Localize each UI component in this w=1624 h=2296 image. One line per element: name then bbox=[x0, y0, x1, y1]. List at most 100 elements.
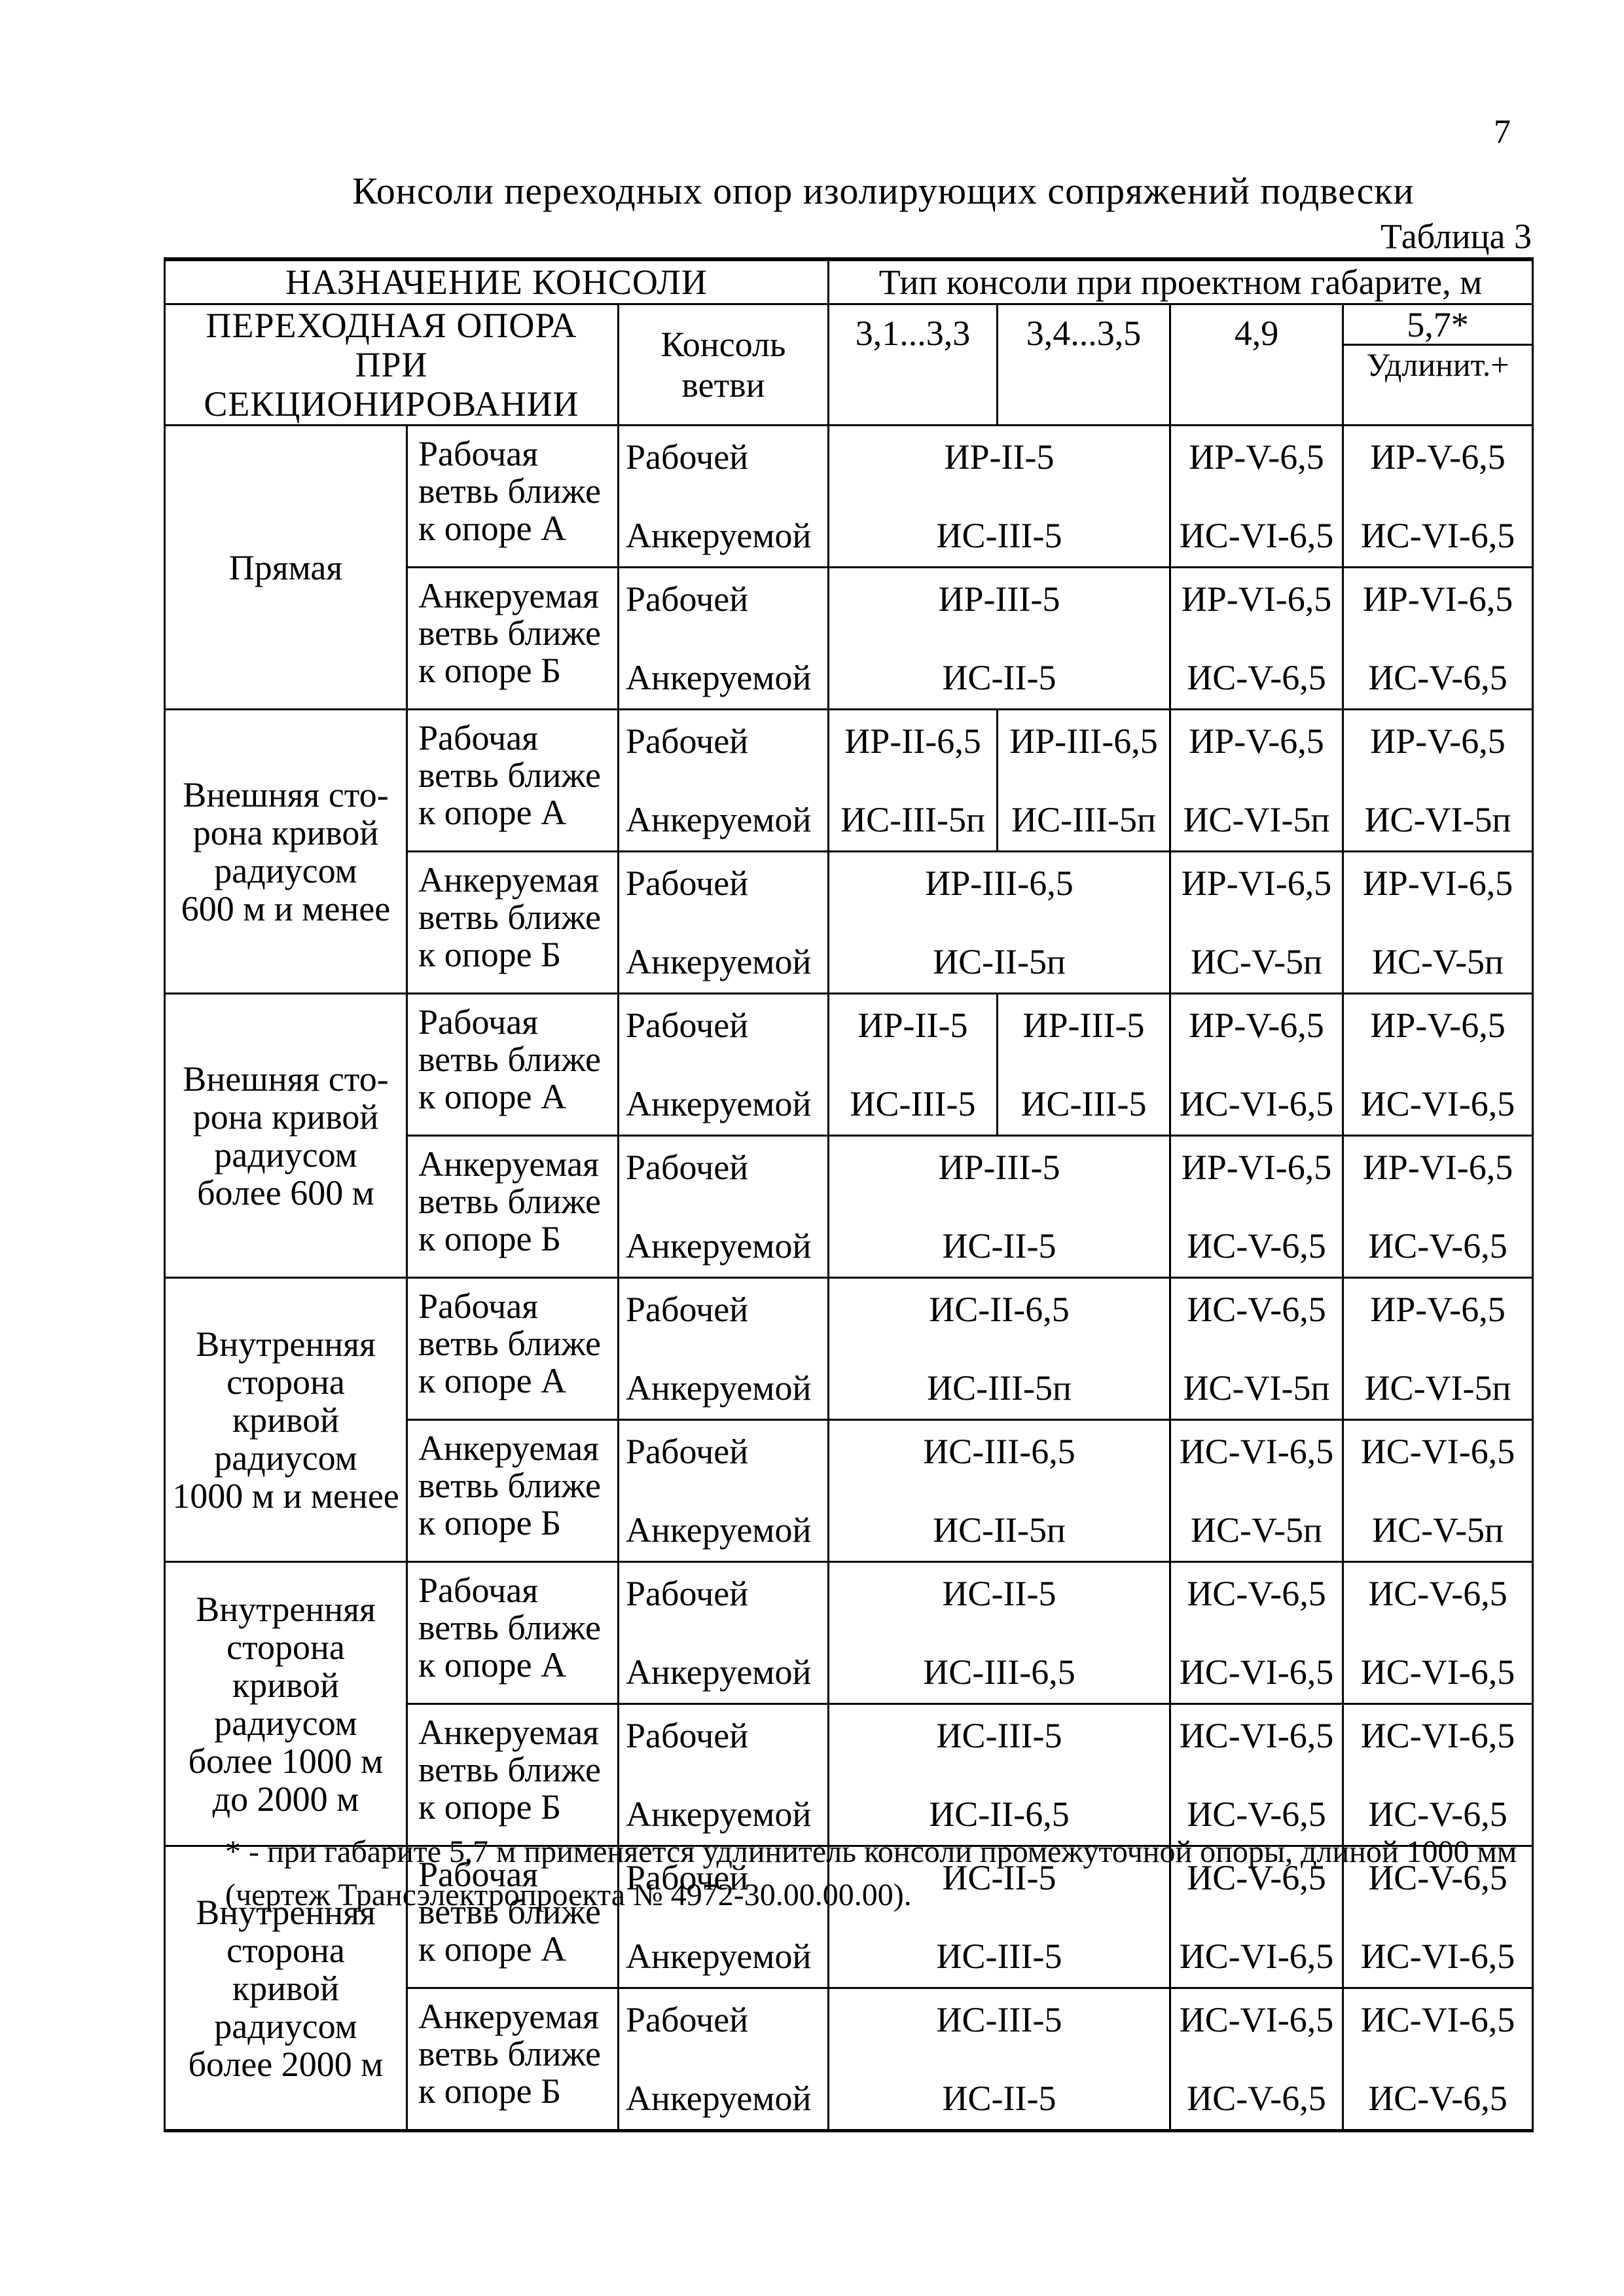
header-purpose-cell: НАЗНАЧЕНИЕ КОНСОЛИ bbox=[164, 258, 829, 305]
console-type-cell: ИС-II-5 bbox=[827, 1561, 1171, 1633]
branch-label-line: к опоре А bbox=[418, 1929, 567, 1969]
console-type-cell: ИС-VI-6,5 bbox=[1342, 1987, 1534, 2059]
header-support-line: ПЕРЕХОДНАЯ ОПОРА bbox=[206, 306, 577, 346]
branch-label-line: Рабочая bbox=[418, 1571, 539, 1610]
branch-label-line: Рабочая bbox=[418, 1286, 539, 1326]
console-branch-cell: Анкеруемой bbox=[617, 1349, 829, 1421]
group-label-line: Прямая bbox=[228, 547, 343, 587]
header-gauge-57-cell: 5,7* Удлинит.+ bbox=[1342, 303, 1534, 426]
console-type-cell: ИС-III-5п bbox=[827, 1349, 1171, 1421]
console-branch-cell: Рабочей bbox=[617, 708, 829, 780]
console-type-cell: ИС-V-5п bbox=[1342, 1491, 1534, 1563]
console-type-cell: ИС-V-6,5 bbox=[1169, 1775, 1344, 1847]
console-type-cell: ИР-V-6,5 bbox=[1342, 993, 1534, 1065]
console-branch-cell: Анкеруемой bbox=[617, 1917, 829, 1989]
branch-label-line: ветвь ближе bbox=[418, 1324, 601, 1363]
group-label-cell: Внутренняя сторона кривой радиусом более 100… bbox=[164, 1561, 408, 1847]
group-label-line: более 2000 м bbox=[188, 2044, 384, 2084]
console-type-cell: ИР-V-6,5 bbox=[1169, 993, 1344, 1065]
console-branch-cell: Анкеруемой bbox=[617, 1633, 829, 1705]
footnote: * - при габарите 5,7 м применяется удлин… bbox=[225, 1831, 1521, 1917]
console-type-cell: ИС-V-6,5 bbox=[1169, 1277, 1344, 1349]
console-branch-cell: Рабочей bbox=[617, 850, 829, 922]
table-row: Анкеруемой ИС-III-5п ИС-VI-5п ИС-VI-5п bbox=[165, 1349, 1534, 1421]
group-label-line: сторона bbox=[226, 1930, 345, 1970]
branch-label-line: к опоре Б bbox=[418, 2071, 562, 2111]
console-branch-cell: Анкеруемой bbox=[617, 1207, 829, 1279]
group-label-line: кривой bbox=[232, 1968, 340, 2008]
branch-label-cell: Анкеруемая ветвь ближе к опоре Б bbox=[406, 850, 619, 994]
console-branch-cell: Рабочей bbox=[617, 1987, 829, 2059]
console-branch-cell: Анкеруемой bbox=[617, 780, 829, 852]
branch-label-cell: Рабочая ветвь ближе к опоре А bbox=[406, 424, 619, 568]
console-type-cell: ИС-V-6,5 bbox=[1342, 1561, 1534, 1633]
console-type-cell: ИР-V-6,5 bbox=[1169, 708, 1344, 780]
header-console-branch-cell: Консоль ветви bbox=[617, 303, 829, 426]
console-branch-cell: Анкеруемой bbox=[617, 638, 829, 710]
console-type-cell: ИР-III-6,5 bbox=[827, 850, 1171, 922]
console-type-cell: ИС-V-6,5 bbox=[1169, 1845, 1344, 1917]
console-type-cell: ИС-II-6,5 bbox=[827, 1775, 1171, 1847]
console-type-cell: ИС-VI-6,5 bbox=[1342, 1065, 1534, 1137]
group-label-line: рона кривой bbox=[192, 812, 379, 852]
table-row: Анкеруемой ИС-II-5п ИС-V-5п ИС-V-5п bbox=[165, 922, 1534, 994]
table-row: Анкеруемой ИС-II-6,5 ИС-V-6,5 ИС-V-6,5 bbox=[165, 1775, 1534, 1847]
branch-label-line: ветвь ближе bbox=[418, 1750, 601, 1789]
branch-label-line: ветвь ближе bbox=[418, 2034, 601, 2073]
group-label-line: Внутренняя bbox=[196, 1589, 376, 1629]
branch-label-line: к опоре А bbox=[418, 1077, 567, 1116]
group-label-line: радиусом bbox=[214, 1703, 357, 1743]
console-branch-cell: Рабочей bbox=[617, 1561, 829, 1633]
console-type-cell: ИС-VI-5п bbox=[1169, 1349, 1344, 1421]
console-type-cell: ИР-V-6,5 bbox=[1342, 424, 1534, 496]
console-type-cell: ИС-III-5 bbox=[996, 1065, 1171, 1137]
header-console-line: ветви bbox=[681, 365, 765, 405]
group-label-line: радиусом bbox=[214, 2006, 357, 2046]
console-type-cell: ИР-VI-6,5 bbox=[1342, 566, 1534, 638]
branch-label-line: к опоре А bbox=[418, 793, 567, 832]
console-type-cell: ИС-V-6,5 bbox=[1342, 1775, 1534, 1847]
console-type-cell: ИС-V-5п bbox=[1342, 922, 1534, 994]
table-row: Анкеруемая ветвь ближе к опоре Б Рабочей ИС-… bbox=[165, 1703, 1534, 1847]
header-support-cell: ПЕРЕХОДНАЯ ОПОРА ПРИ СЕКЦИОНИРОВАНИИ bbox=[164, 303, 619, 426]
branch-label-line: ветвь ближе bbox=[418, 756, 601, 795]
console-branch-cell: Рабочей bbox=[617, 1277, 829, 1349]
console-branch-cell: Рабочей bbox=[617, 993, 829, 1065]
console-type-cell: ИС-VI-6,5 bbox=[1169, 496, 1344, 568]
branch-label-line: к опоре Б bbox=[418, 1787, 562, 1827]
table-row: Анкеруемой ИС-III-5 ИС-III-5 ИС-VI-6,5 ИС-VI… bbox=[165, 1065, 1534, 1137]
branch-label-line: Анкеруемая bbox=[418, 1997, 599, 2036]
table-row: Анкеруемой ИС-III-5п ИС-III-5п ИС-VI-5п ИС-V… bbox=[165, 780, 1534, 852]
console-type-cell: ИС-V-6,5 bbox=[1342, 1207, 1534, 1279]
gauge-extension-label: Удлинит.+ bbox=[1366, 346, 1509, 383]
branch-label-line: ветвь ближе bbox=[418, 1608, 601, 1647]
console-branch-cell: Анкеруемой bbox=[617, 1775, 829, 1847]
console-branch-cell: Рабочей bbox=[617, 1419, 829, 1491]
table-row: Анкеруемая ветвь ближе к опоре Б Рабочей ИР-… bbox=[165, 850, 1534, 994]
table-row: Анкеруемая ветвь ближе к опоре Б Рабочей ИС-… bbox=[165, 1987, 1534, 2132]
group-label-cell: Внутренняя сторона кривой радиусом 1000 м и … bbox=[164, 1277, 408, 1563]
console-type-cell: ИР-II-6,5 bbox=[827, 708, 998, 780]
console-type-cell: ИР-VI-6,5 bbox=[1169, 1135, 1344, 1207]
console-branch-cell: Рабочей bbox=[617, 1135, 829, 1207]
console-type-cell: ИС-II-5п bbox=[827, 1491, 1171, 1563]
branch-label-line: Рабочая bbox=[418, 1002, 539, 1042]
console-branch-cell: Анкеруемой bbox=[617, 1491, 829, 1563]
group-label-line: радиусом bbox=[214, 1438, 357, 1478]
console-type-cell: ИС-II-5 bbox=[827, 1207, 1171, 1279]
console-type-cell: ИС-II-6,5 bbox=[827, 1277, 1171, 1349]
branch-label-line: ветвь ближе bbox=[418, 1182, 601, 1221]
console-type-cell: ИР-III-5 bbox=[827, 566, 1171, 638]
console-type-cell: ИС-VI-6,5 bbox=[1169, 1633, 1344, 1705]
branch-label-cell: Рабочая ветвь ближе к опоре А bbox=[406, 993, 619, 1137]
console-type-cell: ИС-V-6,5 bbox=[1169, 2059, 1344, 2132]
group-label-line: более 600 м bbox=[197, 1173, 374, 1212]
page-title: Консоли переходных опор изолирующих сопр… bbox=[352, 170, 1415, 212]
branch-label-cell: Рабочая ветвь ближе к опоре А bbox=[406, 1561, 619, 1705]
console-type-cell: ИС-VI-6,5 bbox=[1342, 1917, 1534, 1989]
group-label-cell: Внутренняя сторона кривой радиусом более 200… bbox=[164, 1845, 408, 2132]
console-type-cell: ИР-V-6,5 bbox=[1342, 708, 1534, 780]
branch-label-line: к опоре Б bbox=[418, 1503, 562, 1542]
branch-label-line: к опоре А bbox=[418, 1361, 567, 1400]
group-label-line: 600 м и менее bbox=[181, 888, 391, 928]
